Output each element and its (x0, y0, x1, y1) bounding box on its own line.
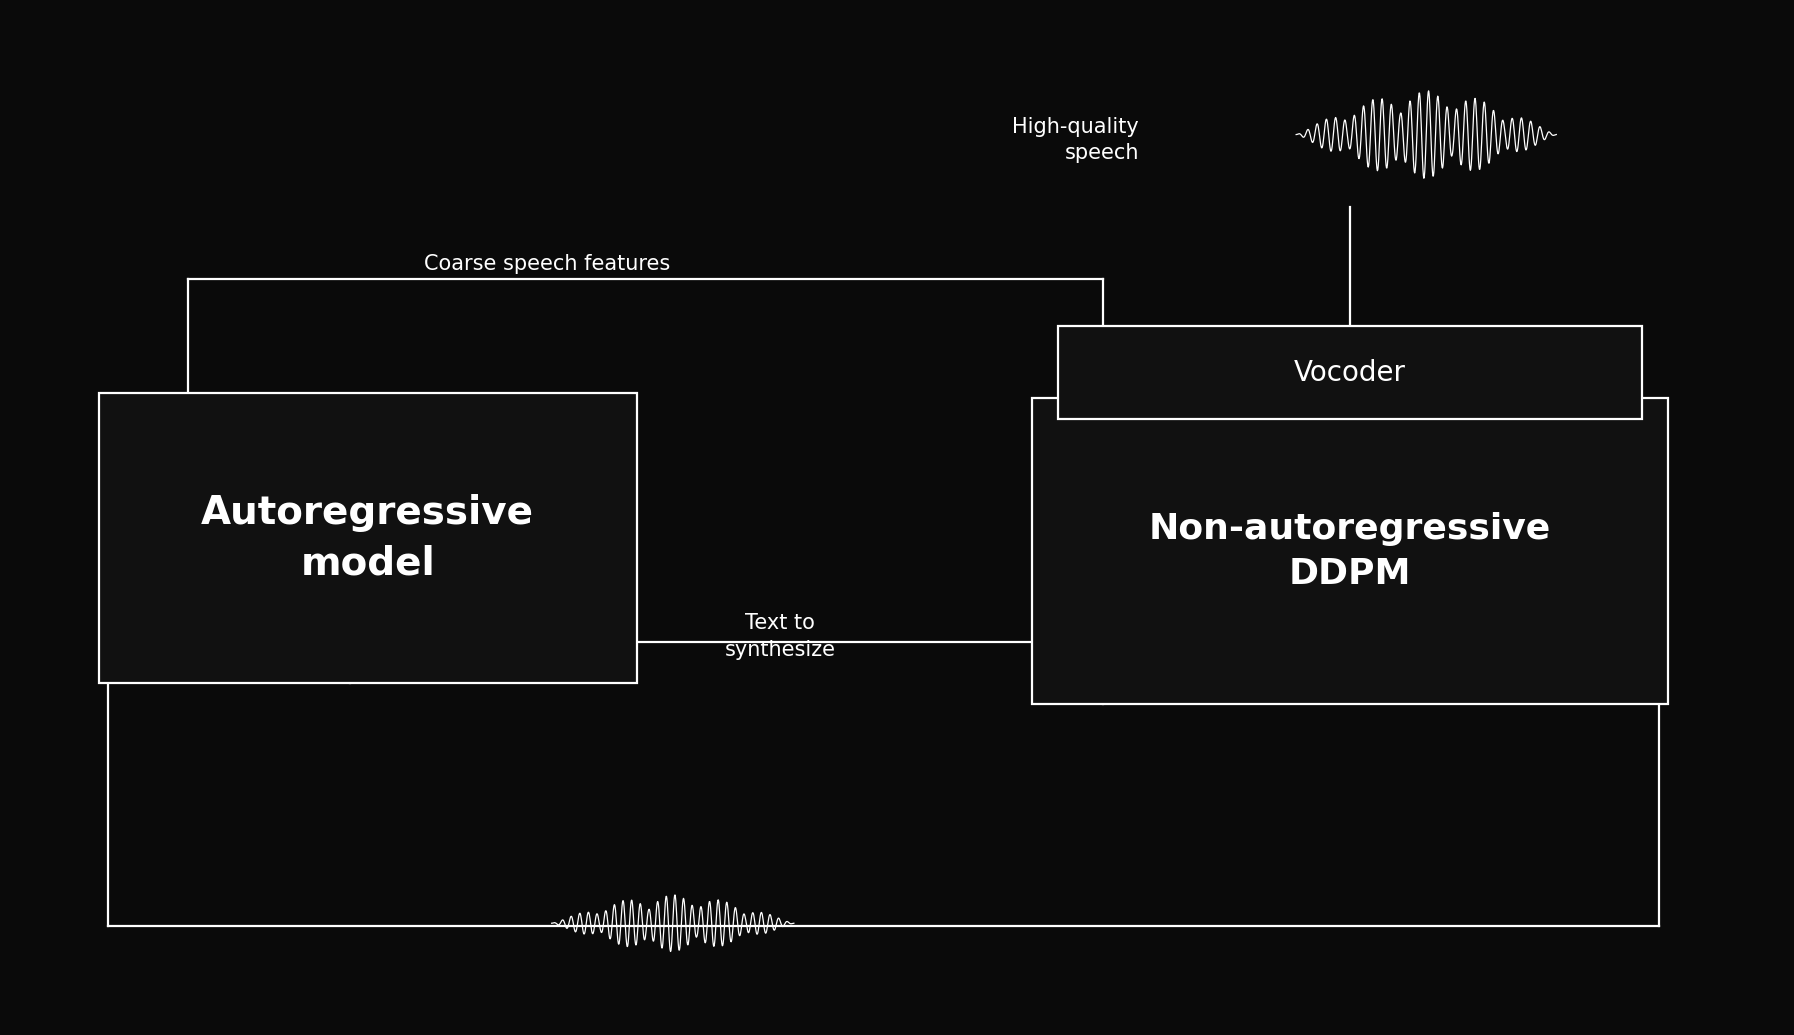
Text: Text to
synthesize: Text to synthesize (725, 614, 836, 659)
FancyBboxPatch shape (99, 393, 637, 683)
Text: Vocoder: Vocoder (1293, 358, 1406, 387)
Text: Coarse speech features: Coarse speech features (423, 254, 671, 274)
FancyBboxPatch shape (1032, 398, 1668, 704)
Text: Autoregressive
model: Autoregressive model (201, 494, 535, 583)
FancyBboxPatch shape (1058, 326, 1642, 419)
Text: Non-autoregressive
DDPM: Non-autoregressive DDPM (1148, 511, 1552, 591)
Text: High-quality
speech: High-quality speech (1012, 117, 1139, 162)
